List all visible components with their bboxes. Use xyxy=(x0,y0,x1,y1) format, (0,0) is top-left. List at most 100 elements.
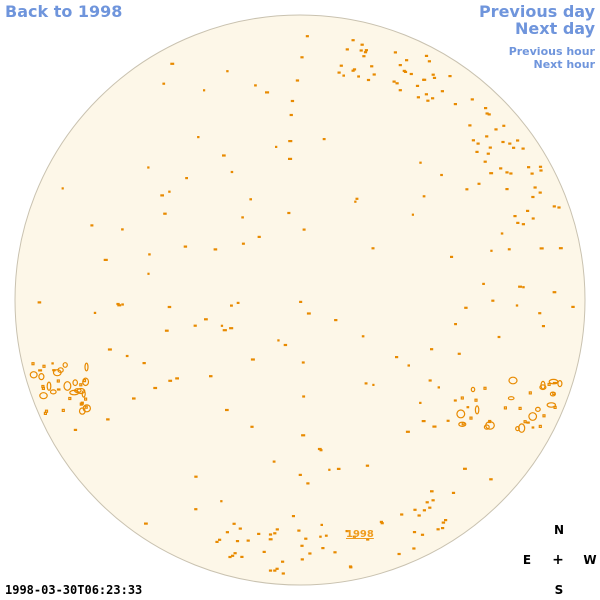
feature-contour xyxy=(515,426,520,432)
feature-contour xyxy=(93,311,97,314)
feature-contour xyxy=(515,304,519,307)
feature-contour xyxy=(249,198,252,201)
feature-contour xyxy=(538,191,542,194)
feature-contour xyxy=(444,518,448,522)
feature-contour xyxy=(262,550,266,554)
feature-contour xyxy=(250,358,255,361)
feature-contour xyxy=(299,300,303,303)
feature-contour xyxy=(168,190,171,193)
feature-contour xyxy=(516,221,520,224)
feature-contour xyxy=(422,509,426,512)
next-hour-link[interactable]: Next hour xyxy=(533,58,596,71)
feature-contour xyxy=(398,89,402,92)
feature-contour xyxy=(43,411,48,415)
feature-contour xyxy=(29,371,38,379)
feature-contour xyxy=(456,409,466,419)
feature-contour xyxy=(257,532,261,536)
feature-contour xyxy=(272,460,276,463)
back-to-year-link[interactable]: Back to 1998 xyxy=(5,2,123,21)
feature-contour xyxy=(241,216,244,219)
feature-contour xyxy=(392,80,396,83)
feature-contour xyxy=(268,533,273,536)
feature-contour xyxy=(61,408,65,412)
feature-contour xyxy=(427,60,431,63)
compass-west: W xyxy=(583,553,597,567)
feature-contour xyxy=(461,422,465,426)
feature-contour xyxy=(489,478,493,481)
feature-contour xyxy=(424,54,429,58)
feature-contour xyxy=(476,142,480,145)
feature-contour xyxy=(485,135,489,138)
feature-contour xyxy=(503,406,507,410)
feature-contour xyxy=(431,73,435,76)
feature-contour xyxy=(73,428,78,431)
feature-contour xyxy=(465,188,469,191)
feature-contour xyxy=(457,352,461,355)
feature-contour xyxy=(229,327,234,330)
feature-contour xyxy=(39,392,48,400)
feature-contour xyxy=(301,434,306,437)
feature-contour xyxy=(397,552,401,556)
feature-contour xyxy=(72,379,79,387)
feature-contour xyxy=(531,426,535,429)
feature-contour xyxy=(68,396,72,401)
feature-contour xyxy=(509,172,513,175)
feature-contour xyxy=(334,319,338,322)
feature-contour xyxy=(432,425,437,428)
feature-contour xyxy=(451,491,456,494)
feature-contour xyxy=(57,367,64,374)
next-day-link[interactable]: Next day xyxy=(515,19,595,38)
feature-contour xyxy=(298,473,302,476)
feature-contour xyxy=(337,71,341,74)
feature-contour xyxy=(468,124,472,127)
feature-contour xyxy=(61,187,64,190)
previous-hour-link[interactable]: Previous hour xyxy=(508,45,595,58)
feature-contour xyxy=(395,356,399,359)
feature-contour xyxy=(226,70,229,73)
feature-contour xyxy=(306,312,311,315)
feature-contour xyxy=(515,139,520,142)
feature-contour xyxy=(491,299,495,302)
feature-contour xyxy=(339,64,343,67)
feature-contour xyxy=(494,128,498,131)
feature-contour xyxy=(528,391,532,395)
feature-contour xyxy=(197,136,200,139)
feature-contour xyxy=(225,531,229,534)
feature-contour xyxy=(483,386,487,390)
feature-contour xyxy=(291,514,295,518)
feature-contour xyxy=(275,528,279,531)
feature-contour xyxy=(528,412,538,421)
feature-contour xyxy=(539,169,543,172)
feature-contour xyxy=(302,228,306,231)
feature-contour xyxy=(230,170,234,174)
previous-day-link[interactable]: Previous day xyxy=(478,2,595,21)
feature-contour xyxy=(82,379,87,383)
feature-contour xyxy=(505,171,509,174)
feature-contour xyxy=(422,195,426,198)
year-link[interactable]: 1998 xyxy=(346,529,374,540)
feature-contour xyxy=(552,291,557,294)
feature-contour xyxy=(450,255,454,258)
feature-contour xyxy=(428,506,432,509)
feature-contour xyxy=(204,318,208,321)
feature-contour xyxy=(441,526,445,530)
feature-contour xyxy=(301,361,305,364)
feature-contour xyxy=(275,145,278,148)
feature-contour xyxy=(305,35,309,38)
feature-contour xyxy=(81,390,86,398)
feature-contour xyxy=(62,362,68,368)
feature-contour xyxy=(423,78,427,81)
feature-contour xyxy=(51,362,54,365)
feature-contour xyxy=(437,386,441,389)
feature-contour xyxy=(302,395,306,398)
feature-contour xyxy=(431,499,435,502)
feature-contour xyxy=(508,142,512,145)
feature-contour xyxy=(441,521,446,524)
observation-timestamp: 1998-03-30T06:23:33 xyxy=(5,583,143,597)
feature-contour xyxy=(322,138,326,141)
feature-contour xyxy=(235,539,240,543)
feature-contour xyxy=(268,569,273,572)
feature-contour xyxy=(430,490,434,493)
feature-contour xyxy=(56,388,61,391)
feature-contour xyxy=(289,113,293,117)
